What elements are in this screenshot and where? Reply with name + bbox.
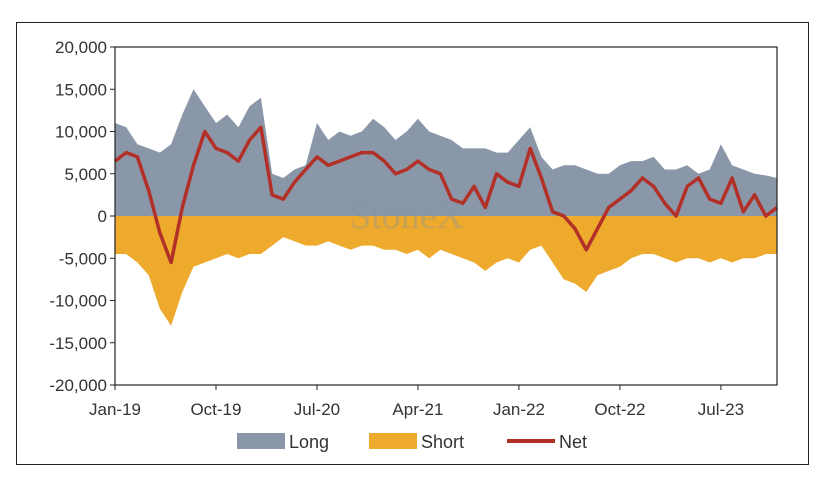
y-tick-label: 15,000 <box>55 80 107 99</box>
y-tick-label: 5,000 <box>64 165 107 184</box>
y-tick-label: 20,000 <box>55 38 107 57</box>
short-area <box>115 216 777 326</box>
legend-swatch-long <box>237 433 285 449</box>
long-area <box>115 89 777 216</box>
y-tick-label: 10,000 <box>55 123 107 142</box>
x-tick-label: Jul-20 <box>294 400 340 419</box>
y-tick-label: 0 <box>98 207 107 226</box>
x-tick-label: Oct-19 <box>190 400 241 419</box>
x-tick-label: Jul-23 <box>698 400 744 419</box>
chart-legend: Long Short Net <box>237 432 587 452</box>
x-tick-label: Jan-19 <box>89 400 141 419</box>
x-tick-label: Oct-22 <box>594 400 645 419</box>
legend-label-net: Net <box>559 432 587 452</box>
watermark-logo: StoneX <box>350 195 464 237</box>
y-tick-label: -15,000 <box>49 334 107 353</box>
x-axis: Jan-19 Oct-19 Jul-20 Apr-21 Jan-22 Oct-22 Jul-… <box>89 385 744 419</box>
legend-label-short: Short <box>421 432 464 452</box>
legend-swatch-short <box>369 433 417 449</box>
y-tick-label: -10,000 <box>49 292 107 311</box>
x-tick-label: Apr-21 <box>392 400 443 419</box>
x-tick-label: Jan-22 <box>493 400 545 419</box>
chart-svg: 20,000 15,000 10,000 5,000 0 -5,000 -10,000 -15… <box>49 38 779 452</box>
legend-label-long: Long <box>289 432 329 452</box>
net-line <box>113 125 779 265</box>
chart-frame: 20,000 15,000 10,000 5,000 0 -5,000 -10,000 -15… <box>16 22 809 465</box>
y-axis: 20,000 15,000 10,000 5,000 0 -5,000 -10,000 -15… <box>49 38 115 395</box>
y-tick-label: -5,000 <box>59 249 107 268</box>
y-tick-label: -20,000 <box>49 376 107 395</box>
